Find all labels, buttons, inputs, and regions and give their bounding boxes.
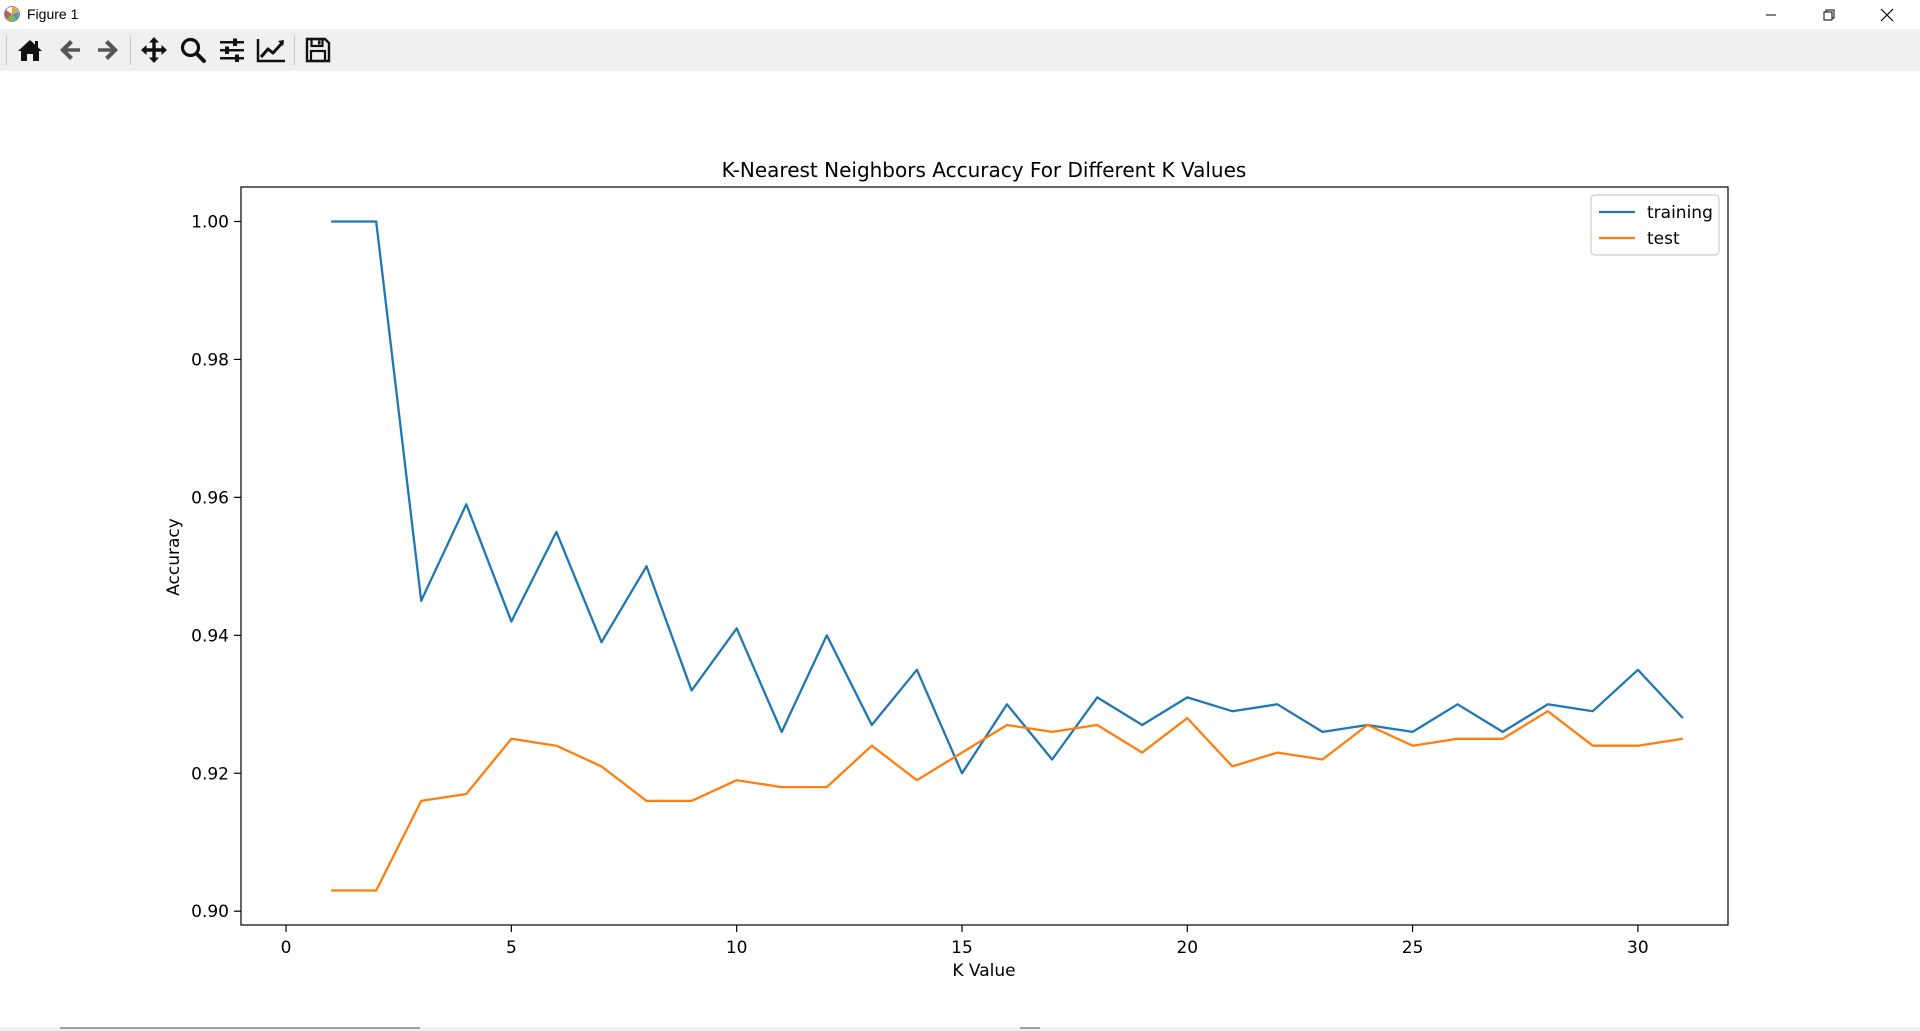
y-tick-label: 0.90 bbox=[191, 902, 229, 922]
figure-canvas[interactable]: 0 5 10 15 20 25 30 0.90 0.92 0.94 0.96 0.98 1.00 K-N… bbox=[0, 71, 1920, 1027]
arrow-right-icon bbox=[98, 40, 118, 60]
navigation-toolbar bbox=[0, 29, 1920, 72]
save-button[interactable] bbox=[301, 35, 335, 65]
arrow-left-icon bbox=[60, 40, 80, 60]
y-tick-label: 0.92 bbox=[191, 764, 229, 784]
legend-label-training: training bbox=[1647, 203, 1713, 223]
sliders-icon bbox=[220, 38, 244, 62]
x-tick-label: 0 bbox=[281, 938, 292, 958]
legend-label-test: test bbox=[1647, 229, 1680, 249]
chart-title: K-Nearest Neighbors Accuracy For Differe… bbox=[722, 158, 1247, 182]
toolbar-separator bbox=[294, 35, 295, 65]
y-axis-label: Accuracy bbox=[164, 518, 184, 596]
x-tick-label: 15 bbox=[951, 938, 973, 958]
y-tick-label: 0.96 bbox=[191, 488, 229, 508]
y-tick-label: 0.94 bbox=[191, 626, 229, 646]
floppy-disk-icon bbox=[305, 37, 331, 63]
matplotlib-app-icon bbox=[4, 6, 20, 22]
legend-box bbox=[1590, 194, 1720, 256]
y-tick-label: 0.98 bbox=[191, 350, 229, 370]
x-tick-label: 5 bbox=[506, 938, 517, 958]
plot-area bbox=[241, 187, 1728, 925]
restore-icon bbox=[1823, 9, 1835, 20]
edit-axis-button[interactable] bbox=[254, 35, 288, 65]
minimize-button[interactable] bbox=[1742, 0, 1800, 29]
zoom-button[interactable] bbox=[176, 35, 210, 65]
x-tick-label: 25 bbox=[1402, 938, 1424, 958]
home-icon bbox=[18, 40, 42, 61]
pan-button[interactable] bbox=[137, 35, 171, 65]
move-icon bbox=[141, 37, 167, 63]
minimize-icon bbox=[1766, 14, 1776, 15]
x-tick-label: 20 bbox=[1176, 938, 1198, 958]
forward-button[interactable] bbox=[91, 35, 125, 65]
series-line-training bbox=[331, 220, 1684, 775]
back-button[interactable] bbox=[53, 35, 87, 65]
line-chart-icon bbox=[256, 39, 285, 63]
knn-accuracy-chart: 0 5 10 15 20 25 30 0.90 0.92 0.94 0.96 0.98 1.00 K-N… bbox=[164, 158, 1729, 981]
x-tick-label: 30 bbox=[1627, 938, 1649, 958]
configure-subplots-button[interactable] bbox=[215, 35, 249, 65]
home-button[interactable] bbox=[13, 35, 47, 65]
close-icon bbox=[1880, 8, 1894, 21]
close-button[interactable] bbox=[1858, 0, 1916, 29]
toolbar-separator bbox=[6, 35, 7, 65]
toolbar-separator bbox=[130, 35, 131, 65]
series-line-test bbox=[331, 710, 1684, 892]
window-title: Figure 1 bbox=[27, 6, 79, 22]
x-axis-label: K Value bbox=[952, 961, 1015, 981]
y-tick-label: 1.00 bbox=[191, 212, 229, 232]
magnifier-icon bbox=[180, 37, 206, 63]
axes-frame bbox=[240, 186, 1729, 926]
window-title-bar: Figure 1 bbox=[0, 0, 1920, 29]
x-tick-label: 10 bbox=[726, 938, 748, 958]
status-strip bbox=[0, 1027, 1920, 1031]
restore-button[interactable] bbox=[1800, 0, 1858, 29]
